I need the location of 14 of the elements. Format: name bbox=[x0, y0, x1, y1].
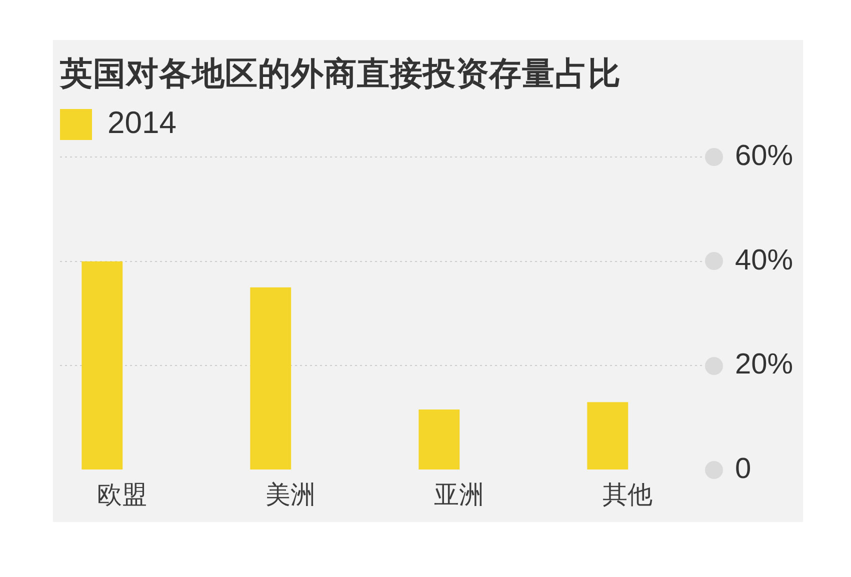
bar bbox=[587, 402, 628, 470]
x-tick-label: 美洲 bbox=[266, 480, 316, 509]
y-tick-label: 60% bbox=[735, 140, 794, 172]
chart-title: 英国对各地区的外商直接投资存量占比 bbox=[59, 55, 621, 92]
x-tick-label: 亚洲 bbox=[434, 480, 484, 509]
y-tick-label: 0 bbox=[735, 453, 752, 485]
legend-label: 2014 bbox=[108, 105, 176, 140]
x-tick-label: 欧盟 bbox=[97, 480, 148, 509]
y-tick-label: 20% bbox=[735, 348, 794, 381]
bar bbox=[250, 287, 292, 470]
y-tick-label: 40% bbox=[735, 244, 794, 276]
x-tick-label: 其他 bbox=[602, 480, 653, 509]
bar bbox=[418, 409, 460, 470]
bar bbox=[82, 261, 123, 470]
